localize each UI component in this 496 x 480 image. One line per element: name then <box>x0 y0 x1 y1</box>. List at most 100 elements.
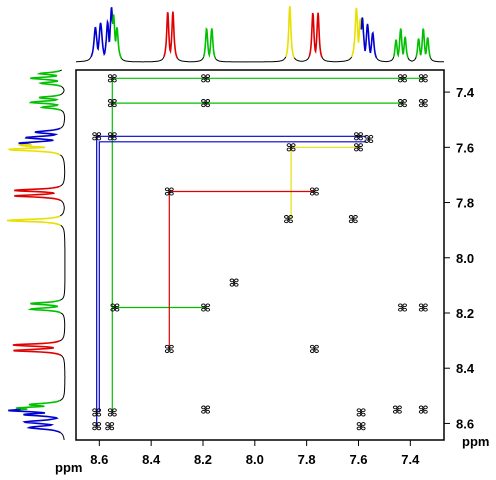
correlation-line-blue-3 <box>96 135 367 427</box>
plot-frame <box>75 69 445 441</box>
left-projection-segment-18 <box>60 432 65 441</box>
top-projection-segment-5 <box>176 56 205 63</box>
x-tick-label-2: 8.2 <box>194 452 212 467</box>
left-projection-segment-8 <box>13 185 61 202</box>
top-projection-segment-7 <box>214 56 287 63</box>
top-projection-segment-17 <box>415 28 432 58</box>
cross-peaks <box>92 74 428 431</box>
cross-peak-15 <box>309 187 319 196</box>
left-projection-segment-9 <box>59 199 65 217</box>
cross-peak-32 <box>105 422 115 431</box>
y-axis: 7.4 7.6 7.8 8.0 8.2 8.4 8.6 <box>444 85 475 431</box>
top-projection-segment-11 <box>321 56 353 63</box>
y-tick-label-2: 7.8 <box>456 196 474 211</box>
cross-peak-22 <box>418 303 428 312</box>
x-axis: 8.6 8.4 8.2 8.0 7.8 7.6 7.4 <box>90 440 420 467</box>
left-projection-segment-5 <box>18 127 61 146</box>
top-projection-segment-0 <box>76 56 92 63</box>
cross-peak-5 <box>201 99 211 108</box>
left-projection-segment-10 <box>6 215 62 227</box>
cross-peak-1 <box>201 74 211 83</box>
left-projection-spectrum <box>6 69 66 441</box>
cross-peak-28 <box>356 408 366 417</box>
y-axis-label: ppm <box>462 434 489 449</box>
x-tick-label-6: 7.4 <box>401 452 420 467</box>
top-projection-segment-12 <box>350 7 363 58</box>
left-projection-segment-16 <box>15 399 61 411</box>
y-tick-label-6: 8.6 <box>456 416 474 431</box>
x-tick-label-1: 8.4 <box>142 452 161 467</box>
left-projection-segment-3 <box>28 93 62 112</box>
cross-peak-31 <box>92 422 102 431</box>
correlation-line-yellow-5 <box>290 146 359 220</box>
left-projection-segment-12 <box>27 299 62 314</box>
top-projection-segment-6 <box>202 27 217 59</box>
cross-peak-10 <box>354 132 363 141</box>
left-projection-segment-15 <box>59 354 66 401</box>
top-projection-segment-13 <box>360 17 378 59</box>
cross-peak-33 <box>356 422 366 431</box>
top-projection-segment-1 <box>90 7 114 58</box>
correlation-line-red-6 <box>168 190 315 349</box>
top-projection-segment-14 <box>376 56 395 63</box>
left-projection-segment-0 <box>59 69 62 72</box>
top-projection-segment-16 <box>407 56 417 62</box>
y-tick-label-5: 8.4 <box>456 361 475 376</box>
left-projection-segment-6 <box>7 143 61 156</box>
left-projection-segment-4 <box>59 109 66 129</box>
cross-peak-26 <box>107 408 117 417</box>
correlation-lines <box>96 77 424 427</box>
top-projection-segment-4 <box>163 11 179 59</box>
y-tick-label-0: 7.4 <box>456 85 475 100</box>
y-tick-label-3: 8.0 <box>456 251 474 266</box>
cross-peak-14 <box>164 187 174 196</box>
cross-peak-13 <box>354 143 363 152</box>
cross-peak-9 <box>107 132 117 141</box>
correlation-line-blue-4 <box>98 141 367 413</box>
cross-peak-25 <box>92 408 102 417</box>
cross-peak-20 <box>201 303 211 312</box>
left-projection-segment-14 <box>12 340 62 357</box>
y-tick-label-1: 7.6 <box>456 140 474 155</box>
cross-peak-18 <box>229 278 239 287</box>
top-projection-segment-10 <box>308 12 323 58</box>
left-projection-segment-17 <box>8 408 61 434</box>
left-projection-segment-13 <box>59 312 66 342</box>
cross-peak-30 <box>418 405 428 414</box>
x-tick-label-0: 8.6 <box>90 452 108 467</box>
y-tick-label-4: 8.2 <box>456 306 474 321</box>
cross-peak-12 <box>286 143 296 152</box>
cross-peak-11 <box>364 134 374 144</box>
cross-peak-8 <box>92 132 102 141</box>
top-projection-segment-8 <box>285 6 296 59</box>
top-projection-segment-2 <box>112 14 123 59</box>
cross-peak-7 <box>418 99 428 108</box>
cross-peak-23 <box>164 344 174 353</box>
cross-peak-24 <box>309 344 319 353</box>
cross-peak-4 <box>107 99 117 108</box>
cross-peak-2 <box>398 74 407 83</box>
x-tick-label-5: 7.6 <box>349 452 367 467</box>
top-projection-segment-18 <box>430 57 444 63</box>
top-projection-segment-3 <box>120 56 165 63</box>
x-tick-label-4: 7.8 <box>298 452 316 467</box>
cross-peak-6 <box>398 99 407 108</box>
cross-peak-17 <box>348 215 358 224</box>
cross-peak-16 <box>284 215 293 224</box>
cross-peak-29 <box>392 405 402 414</box>
left-projection-segment-1 <box>30 70 62 88</box>
cross-peak-3 <box>418 74 428 83</box>
cross-peak-21 <box>398 303 407 312</box>
x-axis-label: ppm <box>55 460 82 475</box>
left-projection-segment-11 <box>59 225 66 301</box>
cross-peak-19 <box>110 303 120 312</box>
correlation-line-green-0 <box>111 77 424 309</box>
left-projection-segment-2 <box>60 85 65 96</box>
cross-peak-27 <box>201 405 211 414</box>
left-projection-segment-7 <box>59 154 66 187</box>
x-tick-label-3: 8.0 <box>246 452 264 467</box>
top-projection-spectrum <box>76 6 444 63</box>
top-projection-segment-15 <box>392 28 409 59</box>
top-projection-segment-9 <box>293 56 310 62</box>
